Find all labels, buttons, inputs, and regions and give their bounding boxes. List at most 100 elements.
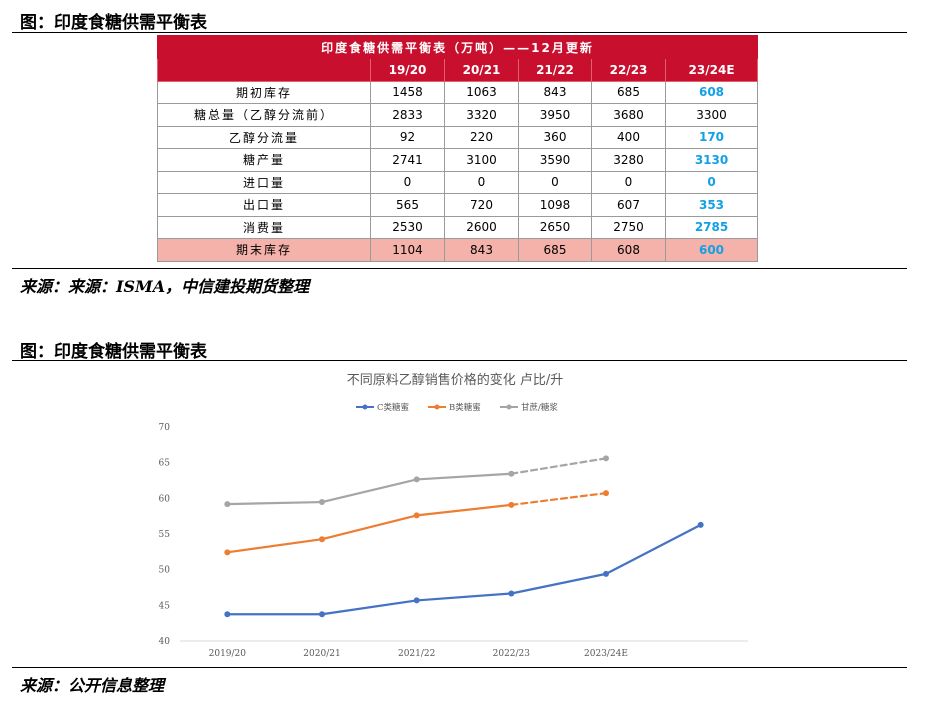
series-segment [415,472,513,481]
series-segment [320,514,418,541]
y-tick-label: 55 [159,530,171,540]
chart-legend: C类糖蜜 B类糖蜜 甘蔗/糖浆 [356,402,558,413]
table-row: 期末库存 1104 843 685 608 600 [157,238,759,262]
chart-title: 不同原料乙醇销售价格的变化 卢比/升 [347,372,564,388]
data-point [413,597,420,604]
legend-item: B类糖蜜 [428,402,481,413]
table-cell: 600 [664,238,759,262]
chart-axes: 70 65 60 55 50 45 40 2019/20 2020/21 2021/22 2022/… [159,423,748,659]
header-blank [157,58,371,82]
table-cell: 2750 [591,215,666,239]
table-cell: 3100 [444,148,519,172]
series-segment [415,503,513,517]
table-cell: 0 [370,170,445,194]
data-point [603,570,609,577]
series-segment [415,592,513,602]
ethanol-price-chart: 不同原料乙醇销售价格的变化 卢比/升 C类糖蜜 B类糖蜜 甘蔗/糖浆 70 65 60 5… [159,372,748,659]
data-point [413,476,420,483]
legend-label: B类糖蜜 [449,402,481,413]
figure1-title: 图：印度食糖供需平衡表 [20,13,207,33]
series-0 [224,521,704,618]
data-point [224,611,231,618]
data-point [508,590,515,597]
table-cell: 1063 [444,80,519,104]
figure2-top-rule [12,360,907,361]
table-cell: 3130 [664,148,759,172]
figure1-top-rule [12,32,907,33]
table-row: 糖产量 2741 3100 3590 3280 3130 [157,148,759,172]
table-cell: 3320 [444,103,519,127]
y-tick-label: 70 [159,423,171,433]
y-tick-label: 40 [159,637,171,647]
series-segment [320,599,418,616]
legend-marker [362,404,368,410]
table-cell: 3680 [591,103,666,127]
table-cell: 0 [444,170,519,194]
table-banner-row: 印度食糖供需平衡表（万吨）——12月更新 [156,35,759,59]
column-header: 23/24E [664,58,759,82]
data-point [319,611,325,618]
figure2-title: 图：印度食糖供需平衡表 [20,342,207,362]
table-cell: 2785 [664,215,759,239]
data-point [413,512,420,519]
table-cell: 400 [591,125,666,149]
legend-label: C类糖蜜 [377,402,409,413]
data-point [603,490,609,497]
series-segment [510,492,608,506]
x-tick-label: 2020/21 [303,649,340,659]
y-tick-label: 65 [159,459,171,469]
table-cell: 2741 [370,148,445,172]
table-header-row: 19/20 20/21 21/22 22/23 23/24E [157,58,759,82]
table-cell: 1104 [370,238,445,262]
row-label: 消费量 [157,215,371,239]
x-tick-label: 2019/20 [209,649,247,659]
table-row: 消费量 2530 2600 2650 2750 2785 [157,215,759,239]
legend-label: 甘蔗/糖浆 [521,402,558,413]
data-point [603,455,609,462]
series-segment [226,500,324,506]
table-cell: 3590 [518,148,592,172]
table-row: 出口量 565 720 1098 607 353 [157,193,759,217]
table-cell: 0 [591,170,666,194]
x-tick-label: 2021/22 [398,649,435,659]
table-cell: 3280 [591,148,666,172]
table-cell: 170 [664,125,759,149]
legend-marker [506,404,512,410]
table-row: 进口量 0 0 0 0 0 [157,170,759,194]
table-cell: 92 [370,125,445,149]
balance-table: 印度食糖供需平衡表（万吨）——12月更新 19/20 20/21 21/22 2… [156,35,759,262]
column-header: 21/22 [518,58,592,82]
table-cell: 565 [370,193,445,217]
data-point [508,470,515,477]
table-row: 期初库存 1458 1063 843 685 608 [157,80,759,104]
series-segment [510,572,608,595]
data-point [224,501,231,508]
y-tick-label: 60 [159,494,171,504]
row-label: 乙醇分流量 [157,125,371,149]
table-row: 糖总量（乙醇分流前） 2833 3320 3950 3680 3300 [157,103,759,127]
table-cell: 360 [518,125,592,149]
figure1-source: 来源：来源：ISMA，中信建投期货整理 [20,277,310,296]
row-label: 糖产量 [157,148,371,172]
table-cell: 607 [591,193,666,217]
y-tick-label: 50 [159,566,171,576]
figure2-source: 来源：公开信息整理 [20,676,165,695]
figure2-bottom-rule [12,667,907,668]
table-cell: 1458 [370,80,445,104]
table-cell: 720 [444,193,519,217]
table-cell: 843 [518,80,592,104]
column-header: 22/23 [591,58,666,82]
row-label: 期初库存 [157,80,371,104]
table-banner: 印度食糖供需平衡表（万吨）——12月更新 [156,35,759,59]
figure1-bottom-rule [12,268,907,269]
y-tick-label: 45 [159,601,171,611]
data-point [224,549,231,556]
row-label: 出口量 [157,193,371,217]
data-point [319,536,325,543]
series-1 [224,490,609,556]
table-cell: 0 [664,170,759,194]
table-cell: 685 [591,80,666,104]
legend-item: C类糖蜜 [356,402,409,413]
table-cell: 608 [664,80,759,104]
table-cell: 3950 [518,103,592,127]
